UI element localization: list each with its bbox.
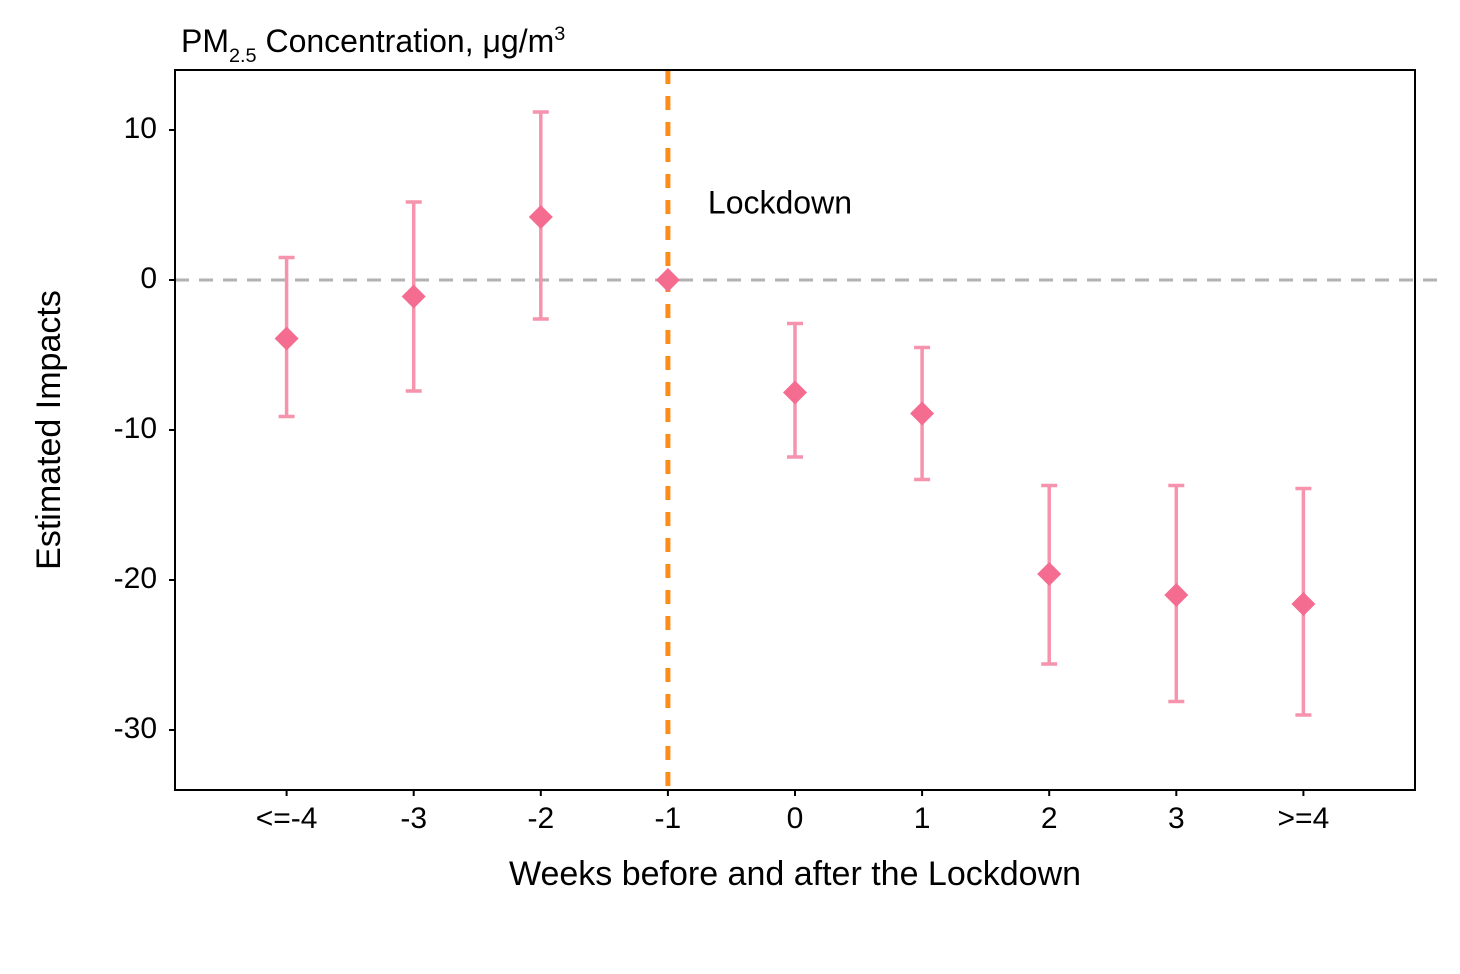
y-axis-label: Estimated Impacts — [30, 290, 68, 570]
y-tick-label: -10 — [114, 412, 157, 445]
x-tick-label: -1 — [655, 802, 682, 835]
x-tick-label: -3 — [400, 802, 427, 835]
x-tick-label: 3 — [1168, 802, 1185, 835]
x-tick-label: <=-4 — [256, 802, 318, 835]
x-axis-label: Weeks before and after the Lockdown — [509, 855, 1081, 893]
event-study-chart: Lockdown-30-20-10010<=-4-3-2-10123>=4Wee… — [0, 0, 1460, 974]
x-tick-label: 0 — [787, 802, 804, 835]
x-tick-label: 1 — [914, 802, 931, 835]
x-tick-label: 2 — [1041, 802, 1058, 835]
y-tick-label: -20 — [114, 562, 157, 595]
y-tick-label: 10 — [124, 112, 157, 145]
lockdown-label: Lockdown — [708, 184, 852, 220]
x-tick-label: -2 — [527, 802, 554, 835]
chart-container: Lockdown-30-20-10010<=-4-3-2-10123>=4Wee… — [0, 0, 1460, 974]
y-tick-label: -30 — [114, 712, 157, 745]
x-tick-label: >=4 — [1278, 802, 1330, 835]
y-tick-label: 0 — [140, 262, 157, 295]
